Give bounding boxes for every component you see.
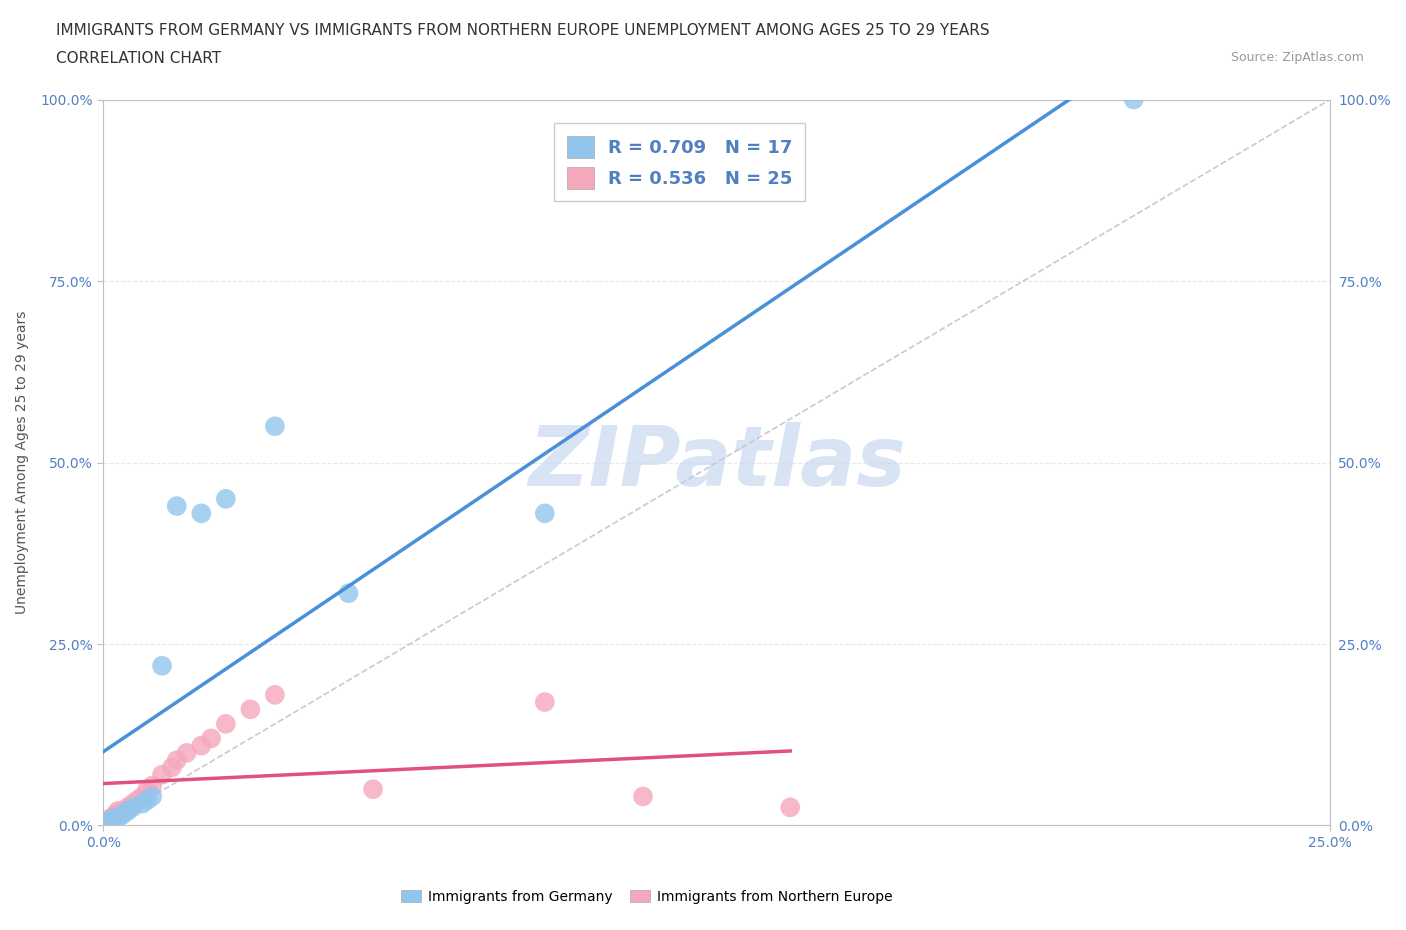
Point [190,738,212,753]
Point [136,792,159,807]
Text: Source: ZipAtlas.com: Source: ZipAtlas.com [1230,51,1364,64]
Point [117,804,139,818]
Point [631,789,654,804]
Point [534,695,557,710]
Point [121,796,143,811]
Text: CORRELATION CHART: CORRELATION CHART [56,51,221,66]
Text: ZIPatlas: ZIPatlas [527,422,905,503]
Point [136,782,159,797]
Point [104,807,127,822]
Point [200,731,222,746]
Point [97,815,120,830]
Legend: Immigrants from Germany, Immigrants from Northern Europe: Immigrants from Germany, Immigrants from… [395,884,898,910]
Point [337,586,360,601]
Point [264,418,287,433]
Point [176,746,198,761]
Point [160,760,183,775]
Point [361,782,384,797]
Point [239,702,262,717]
Text: IMMIGRANTS FROM GERMANY VS IMMIGRANTS FROM NORTHERN EUROPE UNEMPLOYMENT AMONG AG: IMMIGRANTS FROM GERMANY VS IMMIGRANTS FR… [56,23,990,38]
Point [131,796,153,811]
Point [107,811,129,826]
Point [150,658,173,673]
Point [166,498,188,513]
Legend: R = 0.709   N = 17, R = 0.536   N = 25: R = 0.709 N = 17, R = 0.536 N = 25 [554,123,806,202]
Y-axis label: Unemployment Among Ages 25 to 29 years: Unemployment Among Ages 25 to 29 years [15,311,30,614]
Point [111,804,134,818]
Point [215,491,238,506]
Point [1122,92,1144,107]
Point [107,804,129,818]
Point [111,807,134,822]
Point [190,506,212,521]
Point [101,811,124,826]
Point [166,752,188,767]
Point [150,767,173,782]
Point [779,800,801,815]
Point [215,716,238,731]
Point [131,789,153,804]
Point [264,687,287,702]
Point [101,811,124,826]
Point [141,789,163,804]
Point [534,506,557,521]
Point [97,815,120,830]
Point [127,792,149,807]
Point [100,811,122,826]
Point [141,778,163,793]
Point [117,800,139,815]
Point [121,800,143,815]
